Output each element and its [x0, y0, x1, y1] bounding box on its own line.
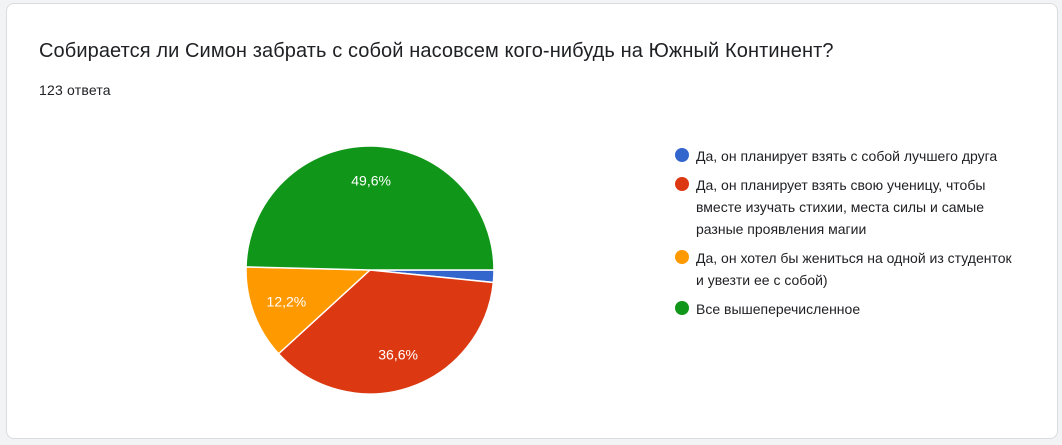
legend-item-2[interactable]: Да, он хотел бы жениться на одной из сту…	[672, 247, 1012, 291]
pie-slice-1[interactable]	[277, 269, 495, 395]
chart-legend: Да, он планирует взять с собой лучшего д…	[672, 145, 1012, 327]
legend-label: Да, он планирует взять свою ученицу, что…	[696, 177, 986, 237]
legend-swatch	[675, 177, 689, 191]
legend-item-0[interactable]: Да, он планирует взять с собой лучшего д…	[672, 145, 1012, 167]
legend-label: Да, он хотел бы жениться на одной из сту…	[696, 250, 1012, 288]
legend-item-3[interactable]: Все вышеперечисленное	[672, 298, 1012, 320]
slice-label-1: 36,6%	[378, 347, 418, 363]
slice-label-3: 49,6%	[351, 173, 391, 189]
legend-swatch	[675, 301, 689, 315]
slice-label-2: 12,2%	[267, 293, 307, 309]
legend-swatch	[675, 250, 689, 264]
pie-slice-3[interactable]	[245, 145, 495, 271]
legend-label: Да, он планирует взять с собой лучшего д…	[696, 148, 998, 164]
legend-label: Все вышеперечисленное	[696, 301, 861, 317]
response-count: 123 ответа	[39, 82, 111, 98]
response-summary-card: Собирается ли Симон забрать с собой насо…	[6, 3, 1058, 439]
legend-swatch	[675, 148, 689, 162]
question-title: Собирается ли Симон забрать с собой насо…	[39, 40, 834, 62]
legend-item-1[interactable]: Да, он планирует взять свою ученицу, что…	[672, 174, 1012, 240]
pie-slice-2[interactable]	[245, 266, 372, 355]
